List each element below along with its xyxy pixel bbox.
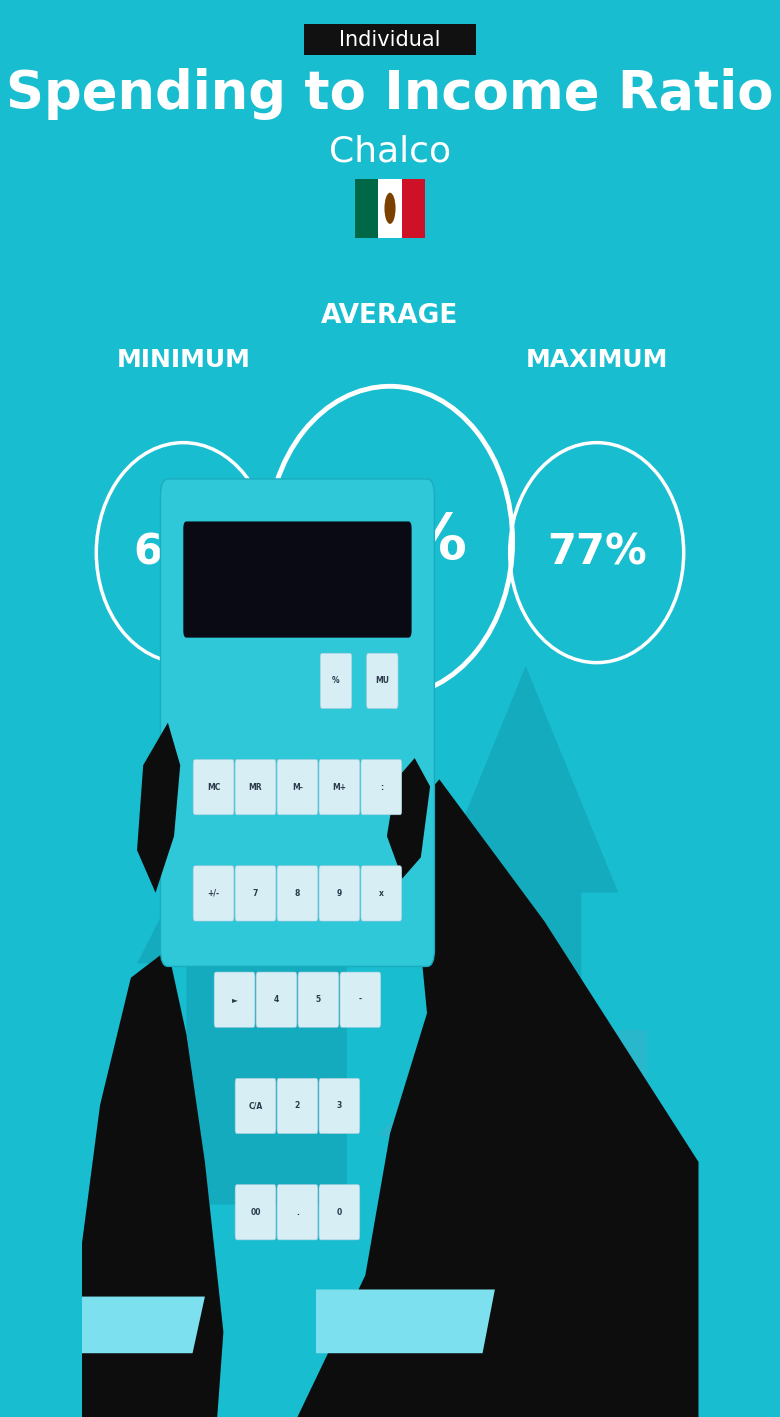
- Polygon shape: [81, 949, 223, 1417]
- FancyBboxPatch shape: [161, 479, 434, 966]
- FancyBboxPatch shape: [367, 653, 398, 708]
- FancyBboxPatch shape: [361, 866, 402, 921]
- Text: 9: 9: [337, 888, 342, 898]
- Text: Chalco: Chalco: [329, 135, 451, 169]
- Text: %: %: [332, 676, 340, 686]
- FancyBboxPatch shape: [298, 972, 339, 1027]
- FancyBboxPatch shape: [424, 1263, 534, 1302]
- FancyBboxPatch shape: [193, 760, 234, 815]
- Polygon shape: [297, 779, 699, 1417]
- Text: AVERAGE: AVERAGE: [321, 303, 459, 329]
- FancyBboxPatch shape: [560, 1070, 590, 1112]
- FancyBboxPatch shape: [505, 995, 524, 1108]
- FancyBboxPatch shape: [193, 866, 234, 921]
- Text: x: x: [379, 888, 384, 898]
- Text: M-: M-: [292, 782, 303, 792]
- Text: 5: 5: [316, 995, 321, 1005]
- FancyBboxPatch shape: [277, 1078, 317, 1134]
- FancyBboxPatch shape: [319, 1185, 360, 1240]
- FancyBboxPatch shape: [277, 760, 317, 815]
- Text: -: -: [359, 995, 362, 1005]
- Polygon shape: [137, 723, 180, 893]
- Polygon shape: [316, 1289, 495, 1353]
- FancyBboxPatch shape: [183, 521, 412, 638]
- Text: MU: MU: [375, 676, 389, 686]
- Text: 3: 3: [337, 1101, 342, 1111]
- FancyBboxPatch shape: [340, 972, 381, 1027]
- Text: .: .: [296, 1207, 299, 1217]
- FancyBboxPatch shape: [319, 866, 360, 921]
- FancyBboxPatch shape: [445, 1190, 480, 1332]
- Text: 00: 00: [250, 1207, 261, 1217]
- Polygon shape: [433, 666, 619, 1204]
- Text: 2: 2: [295, 1101, 300, 1111]
- Text: 69%: 69%: [314, 510, 466, 572]
- FancyBboxPatch shape: [608, 1030, 647, 1080]
- Text: Individual: Individual: [339, 30, 441, 50]
- Text: C/A: C/A: [248, 1101, 263, 1111]
- FancyBboxPatch shape: [390, 1129, 575, 1332]
- Ellipse shape: [544, 1098, 606, 1282]
- Text: MR: MR: [249, 782, 262, 792]
- FancyBboxPatch shape: [215, 972, 255, 1027]
- FancyBboxPatch shape: [361, 760, 402, 815]
- FancyBboxPatch shape: [235, 866, 276, 921]
- FancyBboxPatch shape: [235, 1078, 276, 1134]
- FancyBboxPatch shape: [426, 1240, 537, 1280]
- Polygon shape: [81, 1297, 205, 1353]
- Text: 4: 4: [274, 995, 279, 1005]
- FancyBboxPatch shape: [468, 1190, 502, 1332]
- Polygon shape: [137, 708, 396, 1204]
- FancyBboxPatch shape: [427, 1229, 538, 1268]
- FancyBboxPatch shape: [424, 1251, 536, 1291]
- FancyBboxPatch shape: [319, 1078, 360, 1134]
- Text: Spending to Income Ratio: Spending to Income Ratio: [6, 68, 774, 119]
- FancyBboxPatch shape: [422, 1274, 534, 1314]
- Text: MAXIMUM: MAXIMUM: [526, 349, 668, 371]
- Text: MC: MC: [207, 782, 220, 792]
- Text: $: $: [569, 1187, 582, 1207]
- Text: ►: ►: [232, 995, 237, 1005]
- Text: 77%: 77%: [547, 531, 647, 574]
- Text: 7: 7: [253, 888, 258, 898]
- Text: 0: 0: [337, 1207, 342, 1217]
- FancyBboxPatch shape: [402, 179, 425, 238]
- Ellipse shape: [578, 1070, 677, 1353]
- Ellipse shape: [385, 193, 395, 224]
- Text: M+: M+: [332, 782, 346, 792]
- FancyBboxPatch shape: [321, 653, 352, 708]
- FancyBboxPatch shape: [235, 760, 276, 815]
- FancyBboxPatch shape: [277, 1185, 317, 1240]
- Text: 8: 8: [295, 888, 300, 898]
- Text: MINIMUM: MINIMUM: [116, 349, 250, 371]
- FancyBboxPatch shape: [303, 24, 477, 55]
- FancyBboxPatch shape: [319, 760, 360, 815]
- Polygon shape: [378, 1020, 587, 1135]
- Text: +/-: +/-: [207, 888, 220, 898]
- FancyBboxPatch shape: [421, 1285, 532, 1325]
- FancyBboxPatch shape: [378, 179, 402, 238]
- Polygon shape: [387, 758, 430, 879]
- Text: :: :: [380, 782, 383, 792]
- FancyBboxPatch shape: [256, 972, 297, 1027]
- FancyBboxPatch shape: [235, 1185, 276, 1240]
- FancyBboxPatch shape: [277, 866, 317, 921]
- FancyBboxPatch shape: [355, 179, 378, 238]
- Text: $: $: [617, 1204, 638, 1233]
- Text: 62%: 62%: [133, 531, 233, 574]
